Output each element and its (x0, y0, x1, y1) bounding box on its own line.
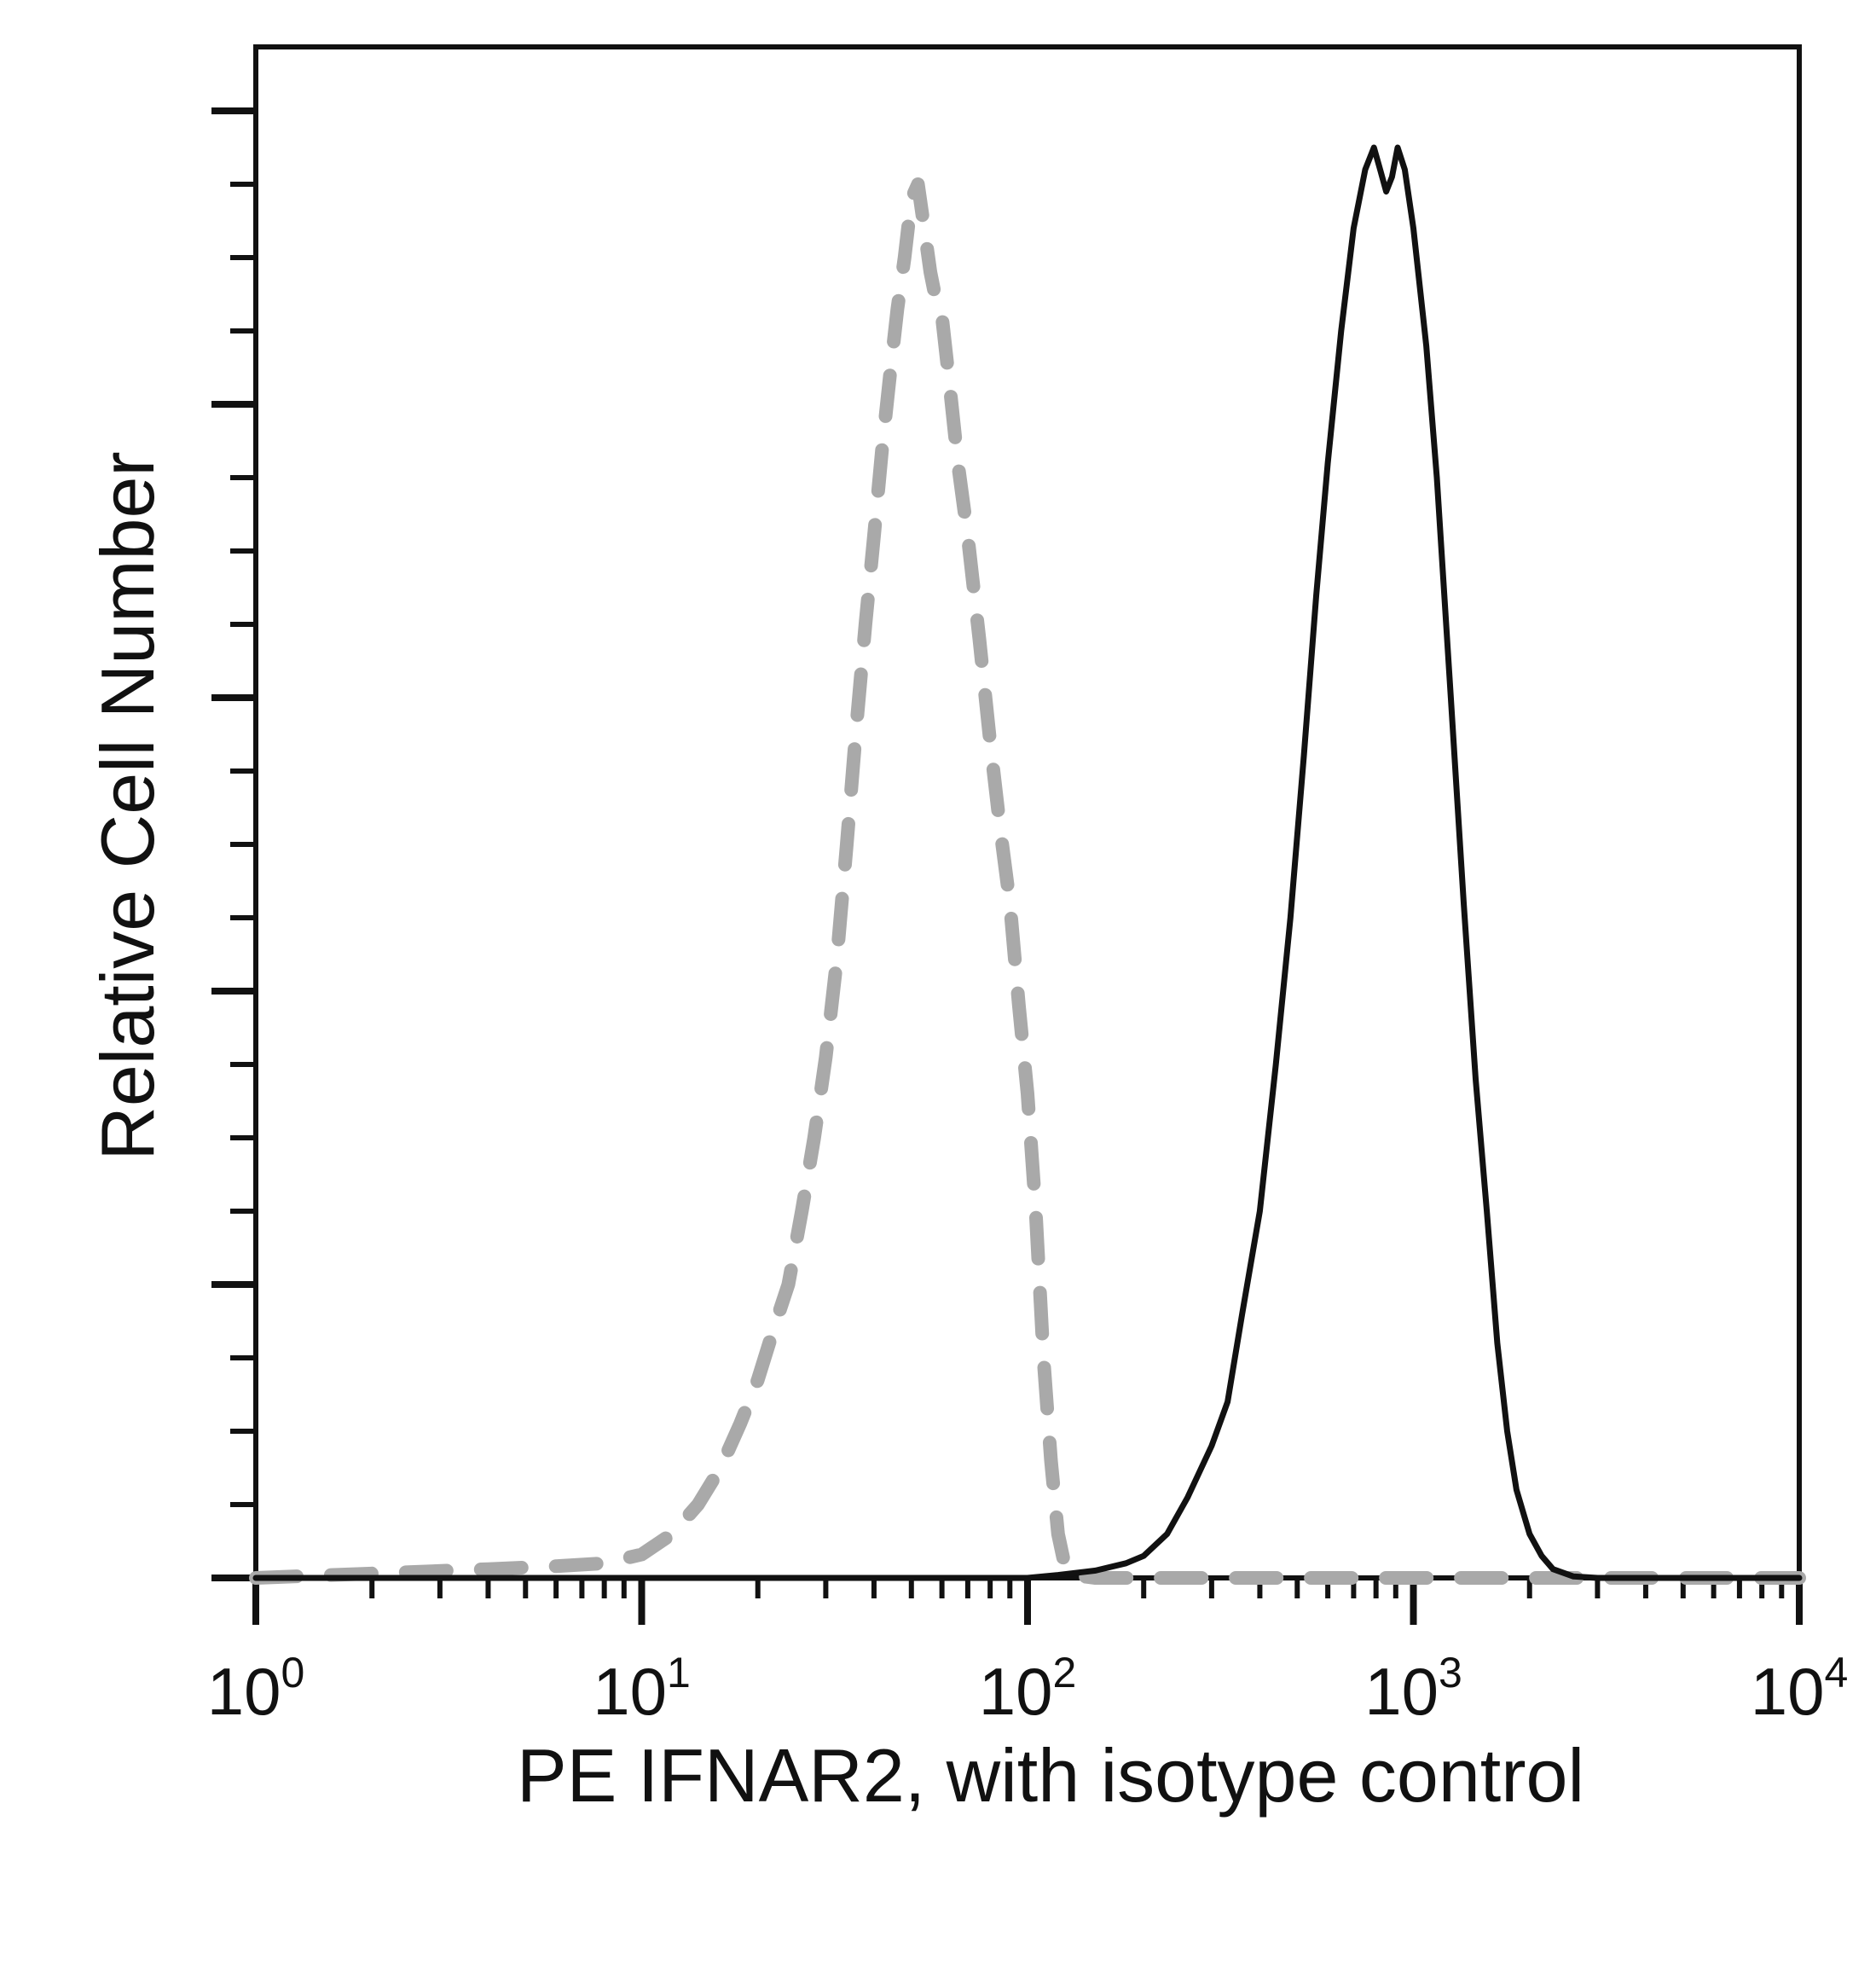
y-axis-ticks (211, 107, 256, 1581)
x-axis-title: PE IFNAR2, with isotype control (517, 1733, 1584, 1818)
x-axis-ticks (252, 1578, 1803, 1625)
x-tick-label: 102 (979, 1649, 1077, 1729)
x-axis-tick-labels: 100 101 102 103 104 (207, 1649, 1849, 1729)
y-axis-title: Relative Cell Number (85, 451, 170, 1160)
plot-frame (253, 44, 1802, 1580)
x-tick-label: 104 (1751, 1649, 1849, 1729)
x-tick-label: 100 (207, 1649, 305, 1729)
ifnar2-histogram (252, 144, 1803, 1581)
x-tick-label: 103 (1364, 1649, 1462, 1729)
isotype-control-histogram (249, 177, 1806, 1585)
plot-area (253, 44, 1802, 1580)
x-tick-label: 101 (593, 1649, 691, 1729)
series-layer (249, 144, 1806, 1585)
